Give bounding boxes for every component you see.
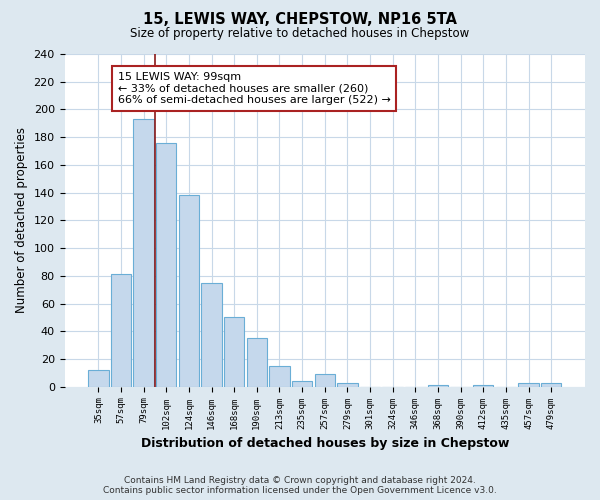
Bar: [541, 382, 562, 386]
Bar: [111, 274, 131, 386]
Bar: [88, 370, 109, 386]
X-axis label: Distribution of detached houses by size in Chepstow: Distribution of detached houses by size …: [140, 437, 509, 450]
Bar: [202, 282, 222, 387]
Bar: [224, 318, 244, 386]
Bar: [156, 142, 176, 386]
Bar: [518, 382, 539, 386]
Text: Contains HM Land Registry data © Crown copyright and database right 2024.
Contai: Contains HM Land Registry data © Crown c…: [103, 476, 497, 495]
Bar: [247, 338, 267, 386]
Bar: [179, 196, 199, 386]
Text: 15, LEWIS WAY, CHEPSTOW, NP16 5TA: 15, LEWIS WAY, CHEPSTOW, NP16 5TA: [143, 12, 457, 28]
Bar: [292, 381, 313, 386]
Bar: [314, 374, 335, 386]
Text: Size of property relative to detached houses in Chepstow: Size of property relative to detached ho…: [130, 28, 470, 40]
Y-axis label: Number of detached properties: Number of detached properties: [15, 128, 28, 314]
Text: 15 LEWIS WAY: 99sqm
← 33% of detached houses are smaller (260)
66% of semi-detac: 15 LEWIS WAY: 99sqm ← 33% of detached ho…: [118, 72, 391, 105]
Bar: [133, 119, 154, 386]
Bar: [337, 382, 358, 386]
Bar: [269, 366, 290, 386]
